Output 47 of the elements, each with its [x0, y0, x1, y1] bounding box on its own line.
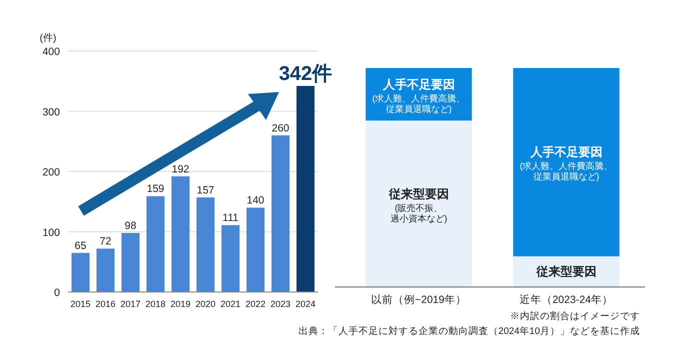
x-tick-label: 以前（例~2019年）	[371, 293, 466, 306]
y-tick-label: 300	[42, 106, 60, 118]
data-label: 65	[74, 240, 86, 252]
x-tick-label: 2020	[195, 299, 216, 309]
y-axis-title: (件)	[40, 33, 56, 44]
annotation: (販売不振、過小資本など)	[390, 202, 448, 224]
data-label: 111	[222, 212, 239, 224]
y-tick-label: 200	[42, 166, 60, 178]
x-tick-label: 近年（2023-24年）	[519, 293, 614, 306]
bar	[272, 135, 290, 292]
y-tick-label: 0	[54, 287, 60, 299]
data-label: 140	[246, 194, 264, 207]
bar	[196, 197, 214, 292]
annotation: (求人難、人件費高騰、従業員退職など)	[520, 161, 613, 182]
y-tick-label: 100	[42, 226, 60, 239]
bar	[172, 176, 190, 292]
data-label: 157	[196, 184, 214, 196]
data-label: 260	[272, 122, 290, 134]
data-label: 159	[146, 183, 164, 196]
x-tick-label: 2021	[220, 299, 241, 309]
x-tick-label: 2024	[295, 299, 316, 309]
x-tick-label: 2015	[70, 299, 91, 309]
source-note: 出典：「人手不足に対する企業の動向調査（2024年10月）」などを基に作成	[298, 325, 640, 337]
x-tick-label: 2016	[95, 299, 116, 309]
annotation: (求人難、人件費高騰、従業員退職など)	[372, 93, 466, 114]
bar	[222, 225, 240, 292]
text: ※内訳の割合はイメージです	[510, 310, 640, 322]
bar	[72, 252, 90, 292]
x-tick-label: 2018	[145, 299, 166, 309]
data-label: 342件	[278, 62, 332, 85]
data-label: 192	[172, 163, 190, 176]
x-tick-label: 2022	[245, 299, 266, 309]
x-tick-label: 2019	[170, 299, 191, 309]
data-label: 72	[100, 236, 112, 248]
bar	[246, 208, 264, 292]
y-tick-label: 400	[42, 46, 60, 58]
text: 従来型要因	[388, 186, 449, 201]
series-label: 従来型要因	[535, 264, 596, 279]
bar	[296, 86, 314, 292]
bar	[146, 196, 164, 292]
x-tick-label: 2017	[120, 299, 141, 309]
x-tick-label: 2023	[270, 299, 291, 309]
bar	[96, 248, 114, 292]
data-label: 98	[124, 220, 136, 232]
series-label: 人手不足要因	[382, 77, 455, 92]
text: 人手不足要因	[530, 145, 602, 160]
bar	[122, 232, 140, 292]
